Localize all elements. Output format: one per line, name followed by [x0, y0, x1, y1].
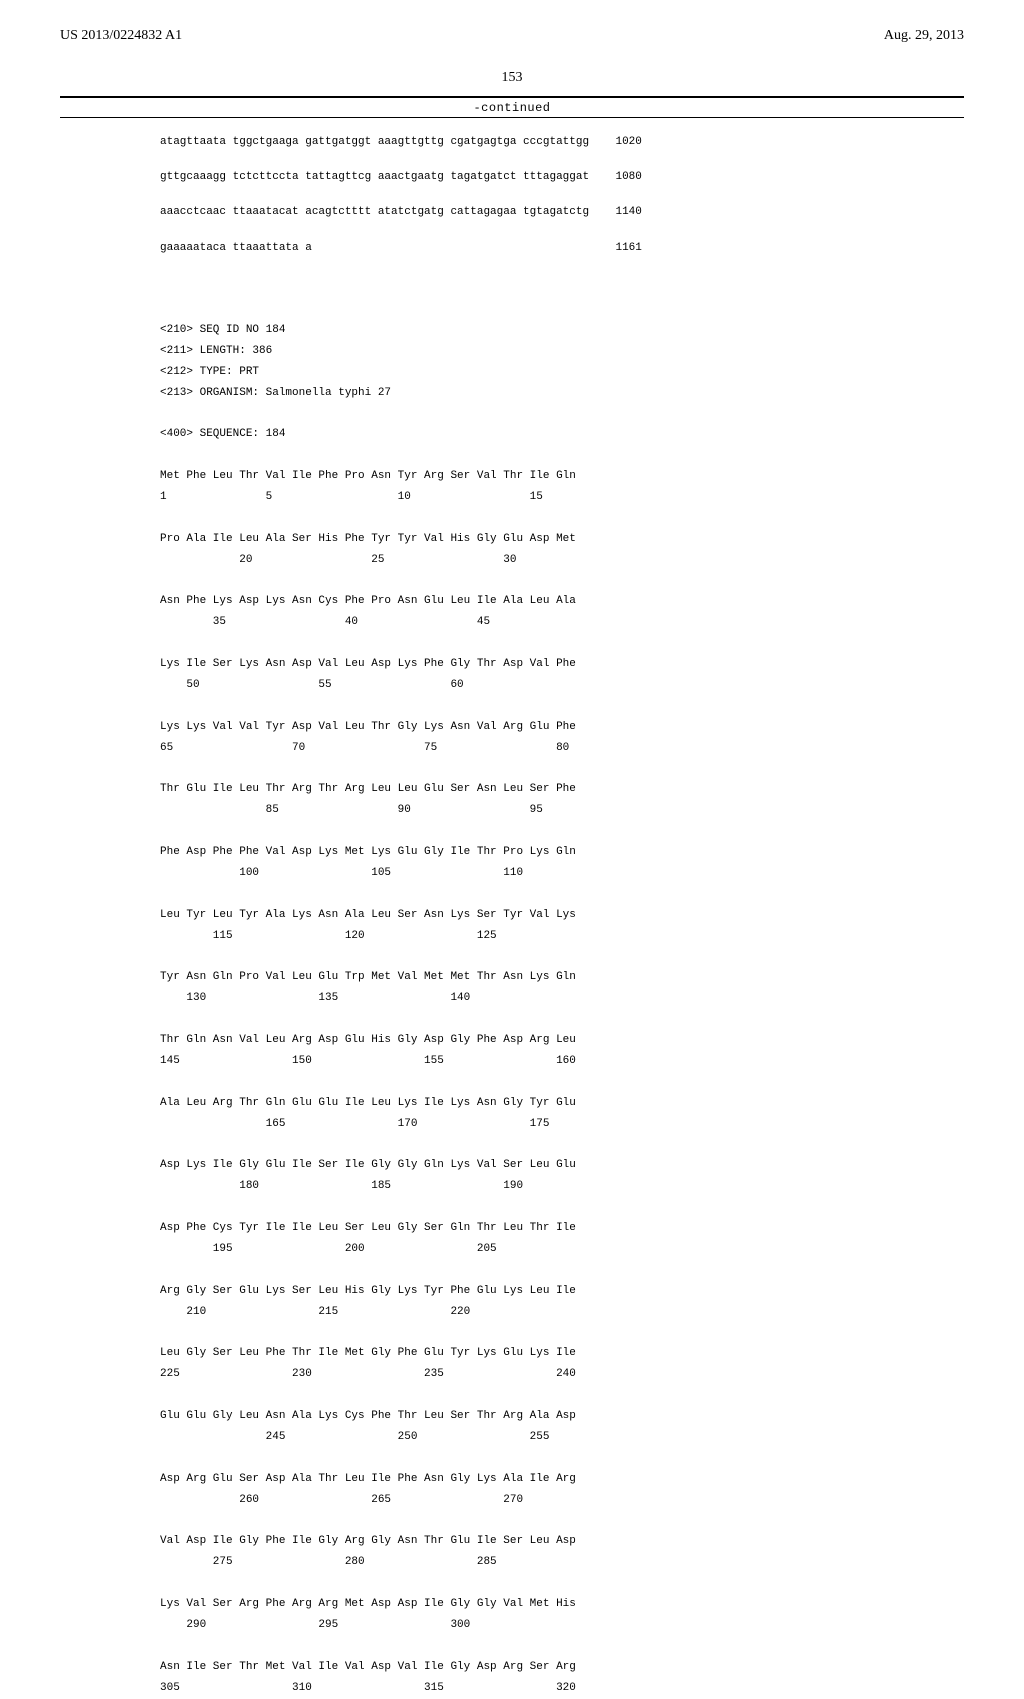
- num-line: 290 295 300: [160, 1619, 470, 1631]
- publication-number: US 2013/0224832 A1: [60, 28, 182, 44]
- dna-pos: 1140: [615, 206, 641, 218]
- aa-line: Lys Val Ser Arg Phe Arg Arg Met Asp Asp …: [160, 1598, 576, 1610]
- num-line: 50 55 60: [160, 679, 464, 691]
- num-line: 100 105 110: [160, 867, 523, 879]
- aa-line: Leu Gly Ser Leu Phe Thr Ile Met Gly Phe …: [160, 1347, 576, 1359]
- num-line: 1 5 10 15: [160, 491, 543, 503]
- seq-header-line: <213> ORGANISM: Salmonella typhi 27: [160, 387, 391, 399]
- page-header: US 2013/0224832 A1 Aug. 29, 2013: [0, 0, 1024, 52]
- sequence-body: atagttaata tggctgaaga gattgatggt aaagttg…: [0, 118, 1024, 1699]
- num-line: 35 40 45: [160, 616, 490, 628]
- dna-line: atagttaata tggctgaaga gattgatggt aaagttg…: [160, 136, 589, 148]
- aa-line: Leu Tyr Leu Tyr Ala Lys Asn Ala Leu Ser …: [160, 909, 576, 921]
- num-line: 260 265 270: [160, 1494, 523, 1506]
- num-line: 85 90 95: [160, 804, 543, 816]
- dna-line: gttgcaaagg tctcttccta tattagttcg aaactga…: [160, 171, 589, 183]
- dna-line: gaaaaataca ttaaattata a: [160, 242, 589, 254]
- num-line: 20 25 30: [160, 554, 516, 566]
- num-line: 245 250 255: [160, 1431, 549, 1443]
- aa-line: Thr Gln Asn Val Leu Arg Asp Glu His Gly …: [160, 1034, 576, 1046]
- aa-line: Thr Glu Ile Leu Thr Arg Thr Arg Leu Leu …: [160, 783, 576, 795]
- num-line: 145 150 155 160: [160, 1055, 576, 1067]
- num-line: 65 70 75 80: [160, 742, 569, 754]
- num-line: 305 310 315 320: [160, 1682, 576, 1694]
- dna-pos: 1161: [615, 242, 641, 254]
- num-line: 130 135 140: [160, 992, 470, 1004]
- continued-label: -continued: [473, 101, 550, 117]
- aa-line: Tyr Asn Gln Pro Val Leu Glu Trp Met Val …: [160, 971, 576, 983]
- num-line: 195 200 205: [160, 1243, 497, 1255]
- aa-line: Asp Lys Ile Gly Glu Ile Ser Ile Gly Gly …: [160, 1159, 576, 1171]
- aa-line: Asn Ile Ser Thr Met Val Ile Val Asp Val …: [160, 1661, 576, 1673]
- dna-line: aaacctcaac ttaaatacat acagtctttt atatctg…: [160, 206, 589, 218]
- aa-line: Lys Lys Val Val Tyr Asp Val Leu Thr Gly …: [160, 721, 576, 733]
- publication-date: Aug. 29, 2013: [884, 28, 964, 44]
- num-line: 275 280 285: [160, 1556, 497, 1568]
- num-line: 225 230 235 240: [160, 1368, 576, 1380]
- aa-line: Glu Glu Gly Leu Asn Ala Lys Cys Phe Thr …: [160, 1410, 576, 1422]
- aa-line: Pro Ala Ile Leu Ala Ser His Phe Tyr Tyr …: [160, 533, 576, 545]
- aa-line: Lys Ile Ser Lys Asn Asp Val Leu Asp Lys …: [160, 658, 576, 670]
- num-line: 165 170 175: [160, 1118, 549, 1130]
- aa-line: Arg Gly Ser Glu Lys Ser Leu His Gly Lys …: [160, 1285, 576, 1297]
- aa-line: Ala Leu Arg Thr Gln Glu Glu Ile Leu Lys …: [160, 1097, 576, 1109]
- dna-pos: 1020: [615, 136, 641, 148]
- dna-pos: 1080: [615, 171, 641, 183]
- aa-line: Met Phe Leu Thr Val Ile Phe Pro Asn Tyr …: [160, 470, 576, 482]
- page-number: 153: [0, 52, 1024, 94]
- seq-header-line: <212> TYPE: PRT: [160, 366, 259, 378]
- aa-line: Asp Arg Glu Ser Asp Ala Thr Leu Ile Phe …: [160, 1473, 576, 1485]
- aa-line: Phe Asp Phe Phe Val Asp Lys Met Lys Glu …: [160, 846, 576, 858]
- continued-block: -continued: [132, 98, 892, 117]
- num-line: 115 120 125: [160, 930, 497, 942]
- seq-header-line: <211> LENGTH: 386: [160, 345, 272, 357]
- seq-header-line: <400> SEQUENCE: 184: [160, 428, 285, 440]
- seq-header-line: <210> SEQ ID NO 184: [160, 324, 285, 336]
- num-line: 180 185 190: [160, 1180, 523, 1192]
- aa-line: Asn Phe Lys Asp Lys Asn Cys Phe Pro Asn …: [160, 595, 576, 607]
- num-line: 210 215 220: [160, 1306, 470, 1318]
- aa-line: Asp Phe Cys Tyr Ile Ile Leu Ser Leu Gly …: [160, 1222, 576, 1234]
- aa-line: Val Asp Ile Gly Phe Ile Gly Arg Gly Asn …: [160, 1535, 576, 1547]
- dna-block: atagttaata tggctgaaga gattgatggt aaagttg…: [160, 134, 1024, 257]
